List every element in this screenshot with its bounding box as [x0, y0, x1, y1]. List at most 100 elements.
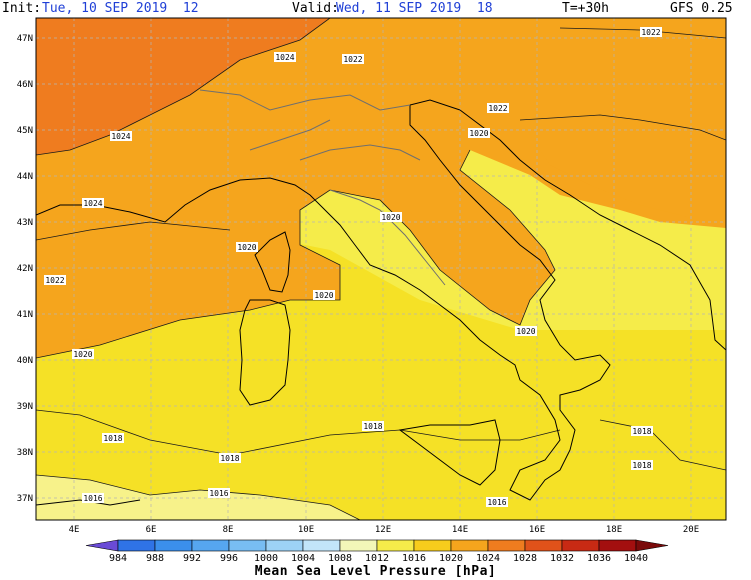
- isobar-label-text: 1018: [632, 427, 651, 436]
- isobar-label-text: 1024: [111, 132, 130, 141]
- colorbar-tick-label: 992: [183, 553, 201, 564]
- colorbar-swatch: [339, 539, 378, 552]
- plot-frame: [35, 17, 727, 521]
- colorbar-tick-label: 1020: [439, 553, 463, 564]
- isobar-label: 1022: [487, 103, 509, 113]
- isobar-label: 1020: [380, 212, 402, 222]
- lat-label: 43N: [17, 218, 33, 228]
- lat-label: 41N: [17, 310, 33, 320]
- isobar-label-text: 1020: [381, 213, 400, 222]
- isobar-label-text: 1020: [73, 350, 92, 359]
- valid-time: Wed, 11 SEP 2019 18: [336, 1, 493, 16]
- isobar-label-text: 1022: [488, 104, 507, 113]
- isobar-label-text: 1018: [220, 454, 239, 463]
- model-name: GFS 0.25: [670, 1, 733, 16]
- isobar-label-text: 1020: [469, 129, 488, 138]
- pressure-zone-1024: [36, 18, 330, 155]
- colorbar-tick-label: 1040: [624, 553, 648, 564]
- lon-label: 10E: [298, 525, 314, 535]
- map-header: Init: Tue, 10 SEP 2019 12 Valid: Wed, 11…: [0, 0, 751, 18]
- isobar-label-text: 1016: [83, 494, 102, 503]
- colorbar-min-arrow: [85, 539, 119, 552]
- lat-label: 42N: [17, 264, 33, 274]
- init-time: Tue, 10 SEP 2019 12: [42, 1, 199, 16]
- isobar-label: 1024: [110, 131, 132, 141]
- lon-label: 16E: [529, 525, 545, 535]
- isobar-label: 1016: [486, 497, 508, 507]
- colorbar-tick-label: 996: [220, 553, 238, 564]
- lon-label: 20E: [683, 525, 699, 535]
- isobar-label: 1020: [313, 290, 335, 300]
- colorbar-title: Mean Sea Level Pressure [hPa]: [254, 564, 497, 579]
- pressure-zone-1022-balkans: [520, 115, 726, 228]
- lat-label: 37N: [17, 494, 33, 504]
- lon-label: 14E: [452, 525, 468, 535]
- isobar-label-text: 1018: [103, 434, 122, 443]
- lon-label: 4E: [69, 525, 80, 535]
- isobar-label: 1018: [362, 421, 384, 431]
- isobar-label: 1018: [102, 433, 124, 443]
- colorbar-tick-label: 1032: [550, 553, 574, 564]
- isobar-label-text: 1022: [45, 276, 64, 285]
- isobar-label: 1018: [631, 460, 653, 470]
- colorbar-max-arrow: [635, 539, 669, 552]
- isobar-label: 1022: [640, 27, 662, 37]
- lat-label: 38N: [17, 448, 33, 458]
- isobar-label-text: 1018: [632, 461, 651, 470]
- lat-label: 47N: [17, 34, 33, 44]
- isobar-label: 1024: [274, 52, 296, 62]
- colorbar-tick-label: 1024: [476, 553, 500, 564]
- colorbar-swatch: [376, 539, 415, 552]
- colorbar-tick-label: 1028: [513, 553, 537, 564]
- isobar-label-text: 1024: [83, 199, 102, 208]
- pressure-zone-1014: [36, 475, 360, 520]
- isobar-label: 1020: [72, 349, 94, 359]
- lon-label: 6E: [146, 525, 157, 535]
- isobar-label-text: 1020: [314, 291, 333, 300]
- colorbar-swatch: [265, 539, 304, 552]
- isobar-label-text: 1024: [275, 53, 294, 62]
- isobar-label-text: 1022: [641, 28, 660, 37]
- isobar-label-text: 1020: [237, 243, 256, 252]
- colorbar-tick-label: 1016: [402, 553, 426, 564]
- colorbar-swatch: [117, 539, 156, 552]
- isobar-label-text: 1022: [343, 55, 362, 64]
- colorbar-tick-label: 1012: [365, 553, 389, 564]
- colorbar-swatch: [228, 539, 267, 552]
- colorbar-tick-label: 1008: [328, 553, 352, 564]
- lat-label: 44N: [17, 172, 33, 182]
- colorbar-swatch: [487, 539, 526, 552]
- isobar-label: 1020: [468, 128, 490, 138]
- coastlines: [36, 99, 726, 506]
- lat-label: 40N: [17, 356, 33, 366]
- isobar-labels: 1024 1022 1022 1024 1022 1020 1024 1022 …: [44, 27, 662, 507]
- lon-label: 12E: [375, 525, 391, 535]
- colorbar-swatch: [524, 539, 563, 552]
- valid-label: Valid:: [292, 1, 339, 16]
- colorbar-tick-label: 1000: [254, 553, 278, 564]
- lat-label: 45N: [17, 126, 33, 136]
- isobar-label-text: 1016: [209, 489, 228, 498]
- borders: [199, 89, 446, 286]
- init-label: Init:: [2, 1, 42, 16]
- isobar-label-text: 1016: [487, 498, 506, 507]
- forecast-step: T=+30h: [562, 1, 609, 16]
- lon-label: 8E: [223, 525, 234, 535]
- colorbar-swatch: [450, 539, 489, 552]
- pressure-field: 1024 1022 1022 1024 1022 1020 1024 1022 …: [36, 18, 726, 520]
- lon-label: 18E: [606, 525, 622, 535]
- colorbar-tick-label: 1036: [587, 553, 611, 564]
- isobar-label: 1018: [631, 426, 653, 436]
- colorbar-swatch: [598, 539, 637, 552]
- colorbar-swatch: [561, 539, 600, 552]
- colorbar-swatch: [302, 539, 341, 552]
- isobar-label: 1020: [515, 326, 537, 336]
- colorbar-swatch: [191, 539, 230, 552]
- colorbar-swatch: [154, 539, 193, 552]
- colorbar-swatch: [413, 539, 452, 552]
- pressure-zone-1020: [36, 18, 726, 358]
- lat-label: 39N: [17, 402, 33, 412]
- colorbar-tick-label: 984: [109, 553, 127, 564]
- isobar-label: 1018: [219, 453, 241, 463]
